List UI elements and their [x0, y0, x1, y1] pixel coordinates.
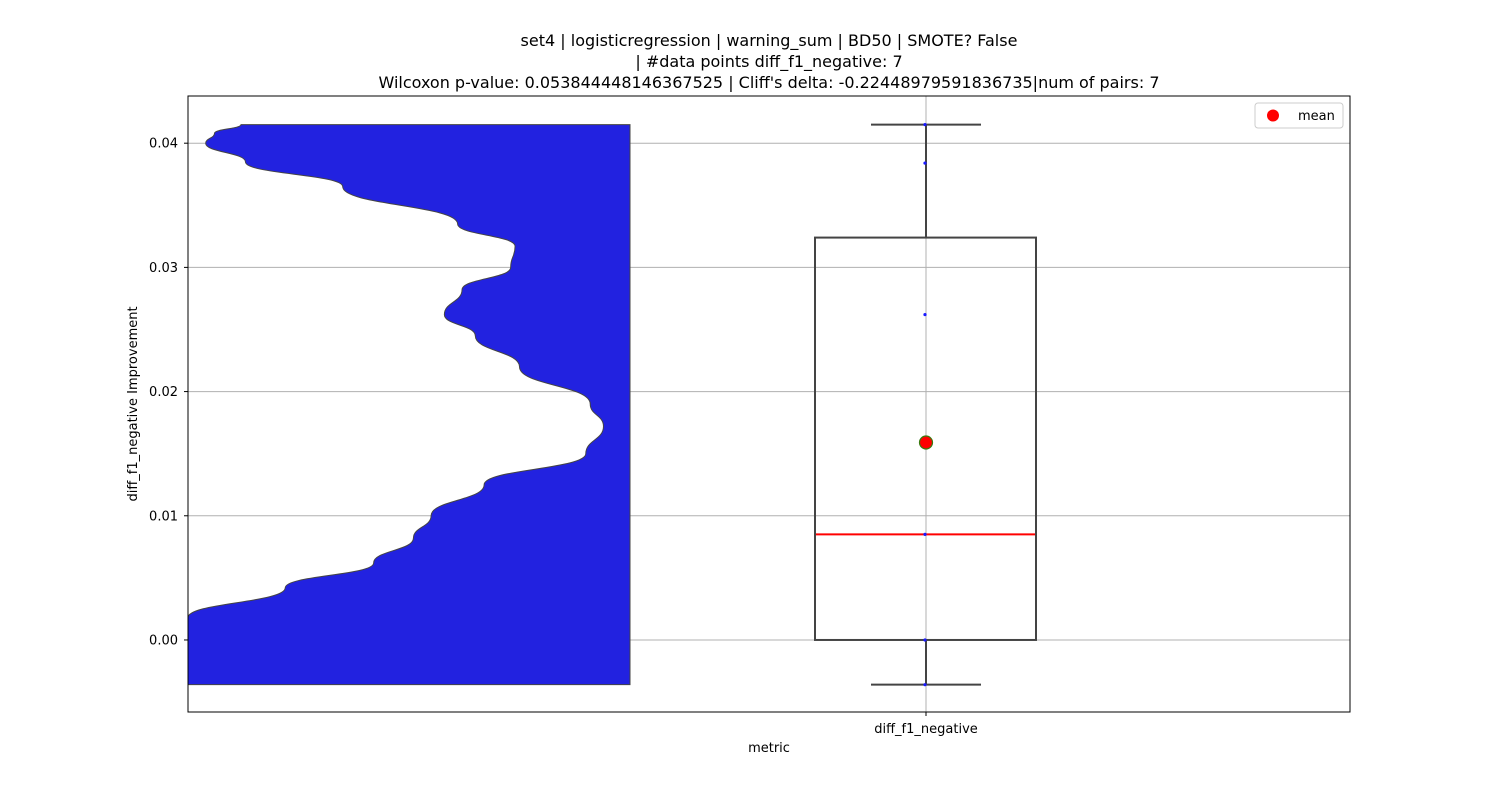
y-tick-label: 0.00	[149, 633, 178, 648]
chart-title-line-2: | #data points diff_f1_negative: 7	[635, 52, 903, 71]
mean-marker	[918, 435, 934, 450]
violin-layer	[187, 124, 631, 686]
legend-label-mean: mean	[1298, 109, 1335, 124]
y-tick-label: 0.04	[149, 137, 178, 152]
y-tick-label: 0.03	[149, 261, 178, 276]
violin-body	[187, 124, 631, 686]
chart-title-line-1: set4 | logisticregression | warning_sum …	[520, 31, 1018, 50]
y-tick-label: 0.01	[149, 509, 178, 524]
data-point	[923, 161, 927, 165]
legend-box	[1254, 102, 1344, 129]
data-point	[923, 122, 927, 127]
x-tick-label: diff_f1_negative	[874, 722, 978, 737]
y-tick-label: 0.02	[149, 385, 178, 400]
data-point	[923, 638, 927, 642]
x-axis-label: metric	[748, 741, 790, 756]
y-axis-label: diff_f1_negative Improvement	[126, 306, 141, 501]
data-point	[923, 312, 927, 317]
legend: mean	[1254, 102, 1344, 129]
plot-frame	[187, 95, 1351, 713]
chart-title-line-3: Wilcoxon p-value: 0.053844448146367525 |…	[378, 73, 1160, 92]
data-point	[923, 532, 927, 537]
legend-marker-mean	[1267, 109, 1279, 122]
data-point	[923, 683, 927, 687]
box-layer	[814, 122, 1037, 687]
axis-layer: 0.00 0.01 0.02 0.03 0.04 diff_f1_negativemetr…	[126, 95, 1351, 756]
